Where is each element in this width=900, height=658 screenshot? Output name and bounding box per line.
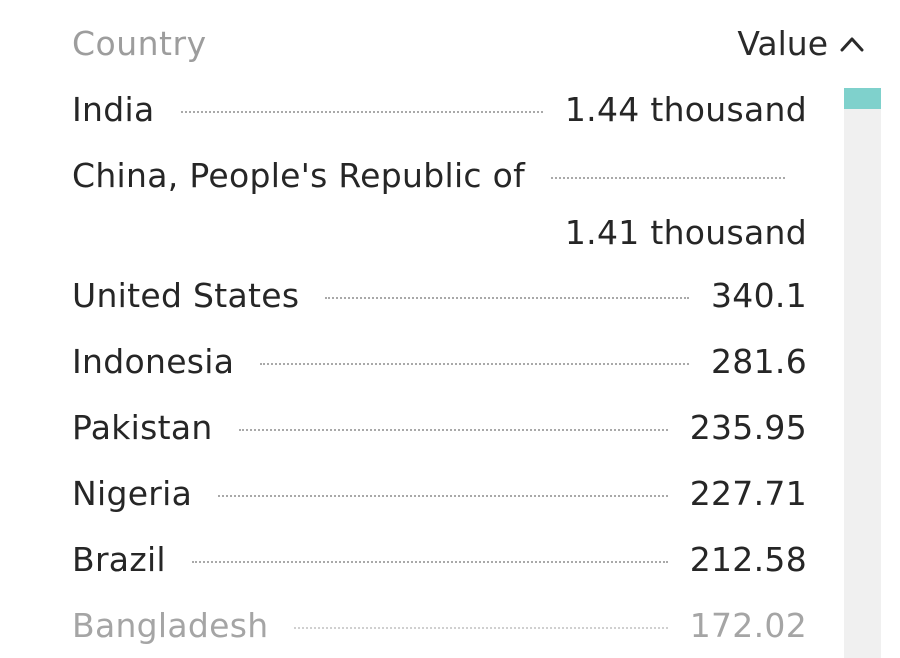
- country-value: 1.44 thousand: [564, 89, 807, 129]
- list-item[interactable]: India 1.44 thousand: [72, 78, 807, 144]
- country-value: 172.02: [689, 605, 807, 645]
- scrollbar-track[interactable]: [844, 88, 881, 658]
- country-name: Nigeria: [72, 473, 193, 513]
- value-column-label: Value: [737, 24, 828, 63]
- country-name: United States: [72, 275, 300, 315]
- dotted-leader: [218, 495, 668, 497]
- country-value: 340.1: [711, 275, 807, 315]
- dotted-leader: [294, 627, 668, 629]
- dotted-leader: [238, 429, 668, 431]
- list-item[interactable]: Pakistan 235.95: [72, 396, 807, 462]
- table-header: Country Value: [72, 22, 864, 66]
- list-item[interactable]: Nigeria 227.71: [72, 462, 807, 528]
- country-value: 1.41 thousand: [564, 212, 807, 252]
- country-name: Brazil: [72, 539, 166, 579]
- country-name: Indonesia: [72, 341, 235, 381]
- country-name: India: [72, 89, 155, 129]
- country-list[interactable]: India 1.44 thousand China, People's Repu…: [72, 78, 807, 658]
- list-item[interactable]: Indonesia 281.6: [72, 330, 807, 396]
- value-column-header[interactable]: Value: [737, 22, 864, 66]
- country-column-header[interactable]: Country: [72, 24, 207, 63]
- dotted-leader: [551, 177, 785, 179]
- scrollbar-thumb[interactable]: [844, 88, 881, 109]
- dotted-leader: [180, 111, 543, 113]
- country-name: China, People's Republic of: [72, 155, 526, 195]
- chevron-up-icon[interactable]: [840, 36, 864, 52]
- country-name: Pakistan: [72, 407, 213, 447]
- dotted-leader: [325, 297, 690, 299]
- country-value: 227.71: [689, 473, 807, 513]
- list-item[interactable]: Bangladesh 172.02: [72, 594, 807, 658]
- list-item[interactable]: China, People's Republic of 1.41 thousan…: [72, 144, 807, 264]
- country-name: Bangladesh: [72, 605, 269, 645]
- dotted-leader: [260, 363, 690, 365]
- list-item[interactable]: United States 340.1: [72, 264, 807, 330]
- list-item[interactable]: Brazil 212.58: [72, 528, 807, 594]
- country-value: 235.95: [689, 407, 807, 447]
- country-value: 212.58: [689, 539, 807, 579]
- dotted-leader: [191, 561, 668, 563]
- country-value: 281.6: [711, 341, 807, 381]
